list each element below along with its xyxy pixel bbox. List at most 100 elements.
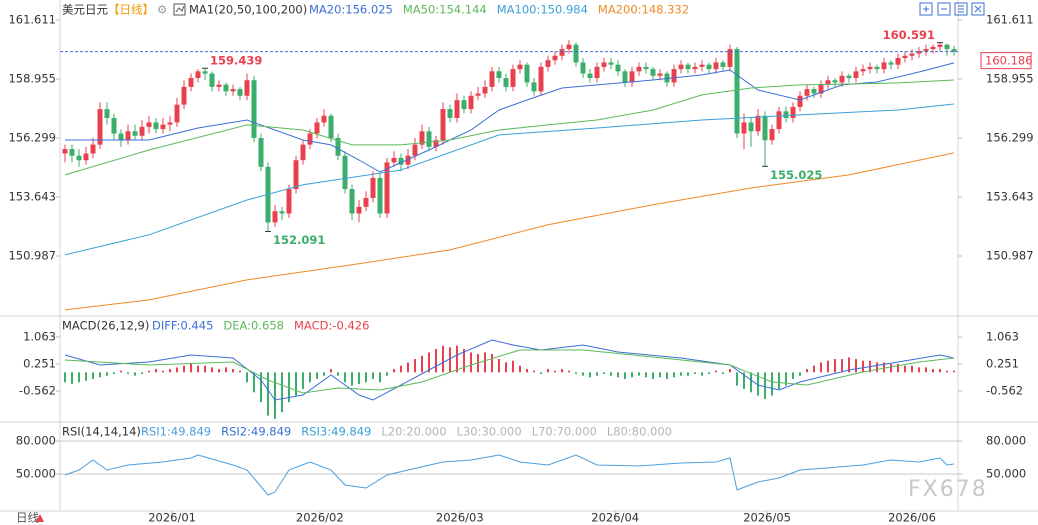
candle-body — [664, 73, 670, 83]
macd-bar — [449, 347, 451, 373]
macd-bar — [176, 367, 178, 373]
macd-bar — [813, 365, 815, 373]
candle-body — [881, 62, 887, 70]
candle-body — [916, 51, 922, 54]
candle-body — [398, 157, 404, 165]
macd-bar — [806, 369, 808, 373]
macd-bar — [64, 372, 66, 383]
candle-body — [636, 66, 642, 72]
macd-bar — [414, 359, 416, 373]
candle-body — [363, 197, 369, 207]
candle-body — [888, 62, 894, 65]
macd-bar — [463, 349, 465, 373]
macd-bar — [204, 365, 206, 373]
toolbar-button[interactable] — [919, 2, 933, 16]
macd-bar — [323, 372, 325, 376]
macd-bar — [232, 369, 234, 373]
candle-body — [454, 100, 460, 118]
candle-body — [97, 109, 103, 145]
macd-bar — [918, 367, 920, 373]
indicator-icon[interactable] — [173, 3, 186, 16]
macd-bar — [407, 362, 409, 373]
toolbar-button[interactable] — [937, 2, 951, 16]
macd-bar — [267, 372, 269, 416]
candle-body — [468, 95, 474, 110]
macd-bar — [925, 367, 927, 373]
candle-body — [83, 153, 89, 161]
toolbar-button[interactable] — [954, 2, 968, 16]
rsi-title: RSI(14,14,14) — [62, 425, 141, 439]
legend-entry: MA100:150.984 — [497, 3, 588, 17]
candle-body — [132, 131, 138, 136]
candle-body — [713, 62, 719, 70]
macd-bar — [78, 372, 80, 383]
macd-bar — [932, 369, 934, 373]
macd-bar — [386, 372, 388, 376]
legend-entry: L70:70.000 — [532, 425, 597, 439]
candle-body — [314, 122, 320, 134]
macd-bar — [372, 372, 374, 379]
macd-bar — [365, 372, 367, 383]
candle-body — [461, 100, 467, 110]
candle-body — [573, 44, 579, 63]
period[interactable]: 【日线】 — [108, 3, 154, 17]
candle-body — [685, 64, 691, 70]
candle-body — [342, 155, 348, 190]
candle-body — [902, 55, 908, 59]
candle-body — [825, 80, 831, 85]
candle-body — [720, 62, 726, 67]
candle-body — [496, 71, 502, 78]
macd-bar — [743, 372, 745, 389]
macd-bar — [456, 345, 458, 373]
extreme-label: 155.025 — [770, 168, 822, 182]
candle-body — [762, 115, 768, 141]
macd-bar — [113, 372, 115, 375]
candle-body — [167, 122, 173, 125]
macd-bar — [484, 352, 486, 373]
macd-line — [64, 349, 955, 394]
candle-body — [412, 144, 418, 156]
y-tick-label: 150.987 — [986, 248, 1034, 262]
legend-entry: RSI3:49.849 — [301, 425, 371, 439]
candle-body — [146, 122, 152, 127]
macd-bar — [519, 365, 521, 373]
macd-bar — [141, 372, 143, 375]
toolbar — [919, 2, 985, 16]
settings-icon[interactable]: ⚙ — [157, 3, 167, 17]
legend-entry: RSI1:49.849 — [141, 425, 211, 439]
candle-body — [286, 189, 292, 214]
footer-arrow[interactable] — [36, 514, 44, 522]
candle-body — [160, 124, 166, 130]
candle-body — [699, 64, 705, 67]
x-tick-label: 2026/03 — [436, 511, 484, 525]
y-tick-label: 156.299 — [8, 130, 56, 144]
macd-bar — [652, 372, 654, 379]
ma-line — [65, 62, 955, 173]
y-tick-label: 153.643 — [8, 189, 56, 203]
macd-bar — [617, 372, 619, 378]
candle-body — [195, 71, 201, 78]
macd-bar — [127, 372, 129, 375]
macd-bar — [526, 369, 528, 373]
candle-body — [209, 73, 215, 87]
macd-bar — [197, 365, 199, 373]
candle-body — [419, 131, 425, 145]
macd-bar — [792, 372, 794, 379]
y-tick-label: 50.000 — [16, 466, 56, 480]
ma-line — [64, 79, 955, 176]
macd-bar — [736, 372, 738, 386]
candle-body — [489, 71, 495, 87]
candle-body — [531, 82, 537, 92]
last-price-box — [980, 52, 1032, 70]
candle-body — [433, 140, 439, 147]
y-tick-label: 158.955 — [986, 71, 1034, 85]
toolbar-button[interactable] — [971, 2, 985, 16]
macd-bar — [148, 370, 150, 373]
footer-period[interactable]: 日线 — [16, 511, 39, 525]
macd-bar — [701, 372, 703, 376]
candle-body — [951, 49, 957, 52]
candle-body — [447, 109, 453, 118]
candle-body — [832, 80, 838, 83]
candle-body — [839, 75, 845, 83]
extreme-label: 159.439 — [210, 54, 262, 68]
